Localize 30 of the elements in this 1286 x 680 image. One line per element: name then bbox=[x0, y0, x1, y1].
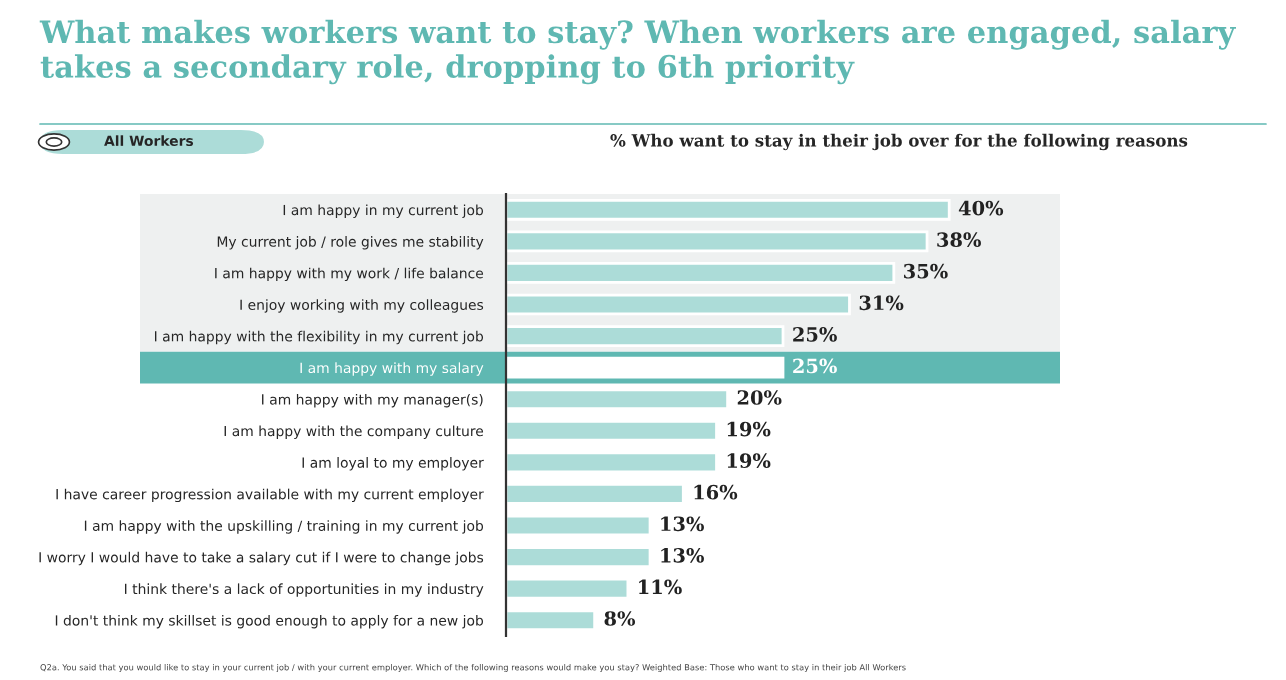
data-label: 35% bbox=[904, 263, 948, 279]
bar bbox=[506, 293, 851, 316]
bar bbox=[506, 546, 652, 568]
data-label: 19% bbox=[727, 453, 771, 468]
bar bbox=[506, 451, 718, 474]
data-label: 19% bbox=[727, 421, 771, 437]
data-label: 16% bbox=[694, 484, 738, 500]
data-label: 13% bbox=[661, 548, 704, 563]
bar bbox=[506, 356, 785, 379]
data-label: 25% bbox=[793, 327, 837, 342]
bar bbox=[506, 609, 597, 632]
bar bbox=[506, 514, 652, 537]
bar bbox=[506, 230, 929, 253]
chart-title: What makes workers want to stay? When workers are engaged, salary takes a secondary role, dropping to 6th priority bbox=[39, 19, 1236, 85]
bar bbox=[506, 325, 785, 347]
bar bbox=[506, 388, 729, 411]
bar bbox=[506, 198, 951, 221]
data-label: 40% bbox=[958, 200, 1004, 216]
data-label: 38% bbox=[937, 232, 981, 247]
bar bbox=[506, 577, 630, 600]
data-label: 25% bbox=[793, 358, 837, 374]
bar bbox=[506, 483, 685, 505]
data-label: 31% bbox=[859, 295, 904, 311]
data-label: 20% bbox=[737, 390, 782, 405]
bar bbox=[506, 262, 896, 284]
bar bbox=[506, 419, 718, 442]
data-label: 13% bbox=[661, 516, 704, 532]
data-label: 8% bbox=[604, 611, 636, 626]
chart-subtitle: % Who want to stay in their job over for the following reasons bbox=[610, 133, 1188, 151]
data-label: 11% bbox=[639, 579, 682, 595]
